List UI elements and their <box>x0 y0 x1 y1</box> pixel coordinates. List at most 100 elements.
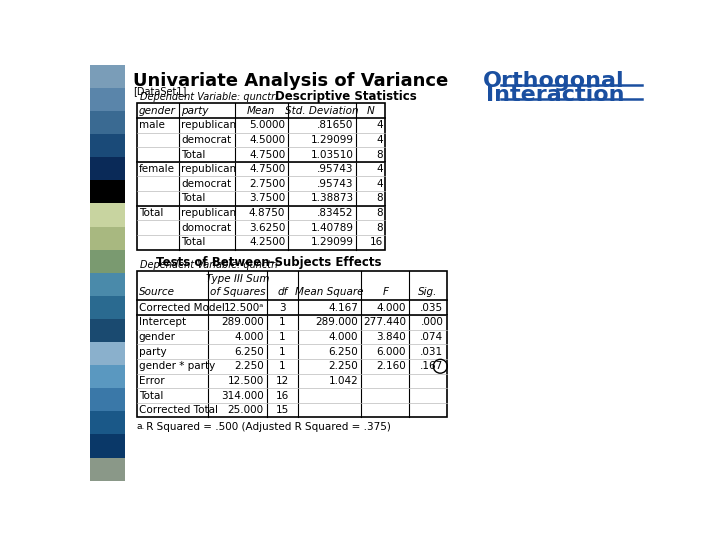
Bar <box>90 434 125 457</box>
Text: Error: Error <box>139 376 164 386</box>
Text: 4: 4 <box>377 120 383 130</box>
Text: .81650: .81650 <box>317 120 354 130</box>
Bar <box>90 88 125 111</box>
Text: 4.000: 4.000 <box>328 332 358 342</box>
Bar <box>90 319 125 342</box>
Text: 8: 8 <box>377 208 383 218</box>
Text: republican: republican <box>181 120 237 130</box>
Text: 1.38873: 1.38873 <box>310 193 354 204</box>
Text: 12.500ᵃ: 12.500ᵃ <box>223 303 264 313</box>
Text: republican: republican <box>181 208 237 218</box>
Text: 16: 16 <box>276 390 289 401</box>
Text: 6.250: 6.250 <box>234 347 264 356</box>
Text: 1.29099: 1.29099 <box>310 135 354 145</box>
Text: 1.40789: 1.40789 <box>310 222 354 233</box>
Bar <box>90 226 125 249</box>
Text: 1: 1 <box>279 318 286 327</box>
Text: .83452: .83452 <box>317 208 354 218</box>
Text: [DataSet1]: [DataSet1] <box>132 86 186 96</box>
Text: 1: 1 <box>279 347 286 356</box>
Text: Intercept: Intercept <box>139 318 186 327</box>
Text: Descriptive Statistics: Descriptive Statistics <box>275 90 417 103</box>
Bar <box>90 457 125 481</box>
Text: 6.000: 6.000 <box>377 347 406 356</box>
Text: .95743: .95743 <box>317 164 354 174</box>
Text: gender: gender <box>139 332 176 342</box>
Text: .074: .074 <box>420 332 444 342</box>
Text: a.: a. <box>137 422 145 431</box>
Bar <box>137 271 446 417</box>
Text: Dependent Variable: qunctrl: Dependent Variable: qunctrl <box>140 260 278 269</box>
Text: 4: 4 <box>377 135 383 145</box>
Text: gender * party: gender * party <box>139 361 215 372</box>
Text: 3: 3 <box>279 303 286 313</box>
Bar <box>90 388 125 411</box>
Text: 2.250: 2.250 <box>328 361 358 372</box>
Text: 3.7500: 3.7500 <box>249 193 285 204</box>
Text: male: male <box>139 120 165 130</box>
Text: party: party <box>181 106 209 116</box>
Text: gender: gender <box>139 106 176 116</box>
Text: 1.03510: 1.03510 <box>310 150 354 159</box>
Bar <box>90 65 125 88</box>
Text: 4.5000: 4.5000 <box>249 135 285 145</box>
Text: Std. Deviation: Std. Deviation <box>285 106 359 116</box>
Text: N: N <box>366 106 374 116</box>
Text: party: party <box>139 347 166 356</box>
Text: 4.8750: 4.8750 <box>249 208 285 218</box>
Bar <box>90 342 125 365</box>
Text: 4.7500: 4.7500 <box>249 164 285 174</box>
Text: 289.000: 289.000 <box>221 318 264 327</box>
Text: Type III Sum: Type III Sum <box>205 274 269 284</box>
Text: Corrected Model: Corrected Model <box>139 303 225 313</box>
Bar <box>90 111 125 134</box>
Bar <box>90 157 125 180</box>
Text: 2.7500: 2.7500 <box>249 179 285 189</box>
Text: Mean: Mean <box>247 106 276 116</box>
Text: 3.840: 3.840 <box>377 332 406 342</box>
Text: 4.2500: 4.2500 <box>249 237 285 247</box>
Text: Sig.: Sig. <box>418 287 438 298</box>
Bar <box>90 204 125 226</box>
Text: .031: .031 <box>420 347 444 356</box>
Text: 4.167: 4.167 <box>328 303 358 313</box>
Bar <box>90 180 125 204</box>
Text: Total: Total <box>139 208 163 218</box>
Text: Total: Total <box>181 237 206 247</box>
Text: 4: 4 <box>377 164 383 174</box>
Text: republican: republican <box>181 164 237 174</box>
Text: 5.0000: 5.0000 <box>249 120 285 130</box>
Text: 8: 8 <box>377 193 383 204</box>
Text: Total: Total <box>181 193 206 204</box>
Text: 8: 8 <box>377 222 383 233</box>
Text: 12.500: 12.500 <box>228 376 264 386</box>
Text: R Squared = .500 (Adjusted R Squared = .375): R Squared = .500 (Adjusted R Squared = .… <box>143 422 390 432</box>
Text: 277.440: 277.440 <box>363 318 406 327</box>
Text: 2.250: 2.250 <box>234 361 264 372</box>
Text: Dependent Variable: qunctrl: Dependent Variable: qunctrl <box>140 92 278 102</box>
Text: 4.000: 4.000 <box>377 303 406 313</box>
Text: Interaction: Interaction <box>486 85 625 105</box>
Text: Mean Square: Mean Square <box>295 287 364 298</box>
Bar <box>90 273 125 296</box>
Text: Tests of Between-Subjects Effects: Tests of Between-Subjects Effects <box>156 256 382 269</box>
Text: 25.000: 25.000 <box>228 405 264 415</box>
Text: domocrat: domocrat <box>181 222 232 233</box>
Text: female: female <box>139 164 175 174</box>
Text: 1: 1 <box>279 361 286 372</box>
Text: 4.7500: 4.7500 <box>249 150 285 159</box>
Text: 314.000: 314.000 <box>221 390 264 401</box>
Bar <box>90 249 125 273</box>
Text: 4: 4 <box>377 179 383 189</box>
Text: Univariate Analysis of Variance: Univariate Analysis of Variance <box>132 72 448 91</box>
Text: 1.29099: 1.29099 <box>310 237 354 247</box>
Text: 1: 1 <box>279 332 286 342</box>
Text: .167: .167 <box>420 361 444 372</box>
Bar <box>90 365 125 388</box>
Text: Corrected Total: Corrected Total <box>139 405 218 415</box>
Text: 289.000: 289.000 <box>315 318 358 327</box>
Text: 3.6250: 3.6250 <box>249 222 285 233</box>
Text: 6.250: 6.250 <box>328 347 358 356</box>
Text: 16: 16 <box>369 237 383 247</box>
Bar <box>90 296 125 319</box>
